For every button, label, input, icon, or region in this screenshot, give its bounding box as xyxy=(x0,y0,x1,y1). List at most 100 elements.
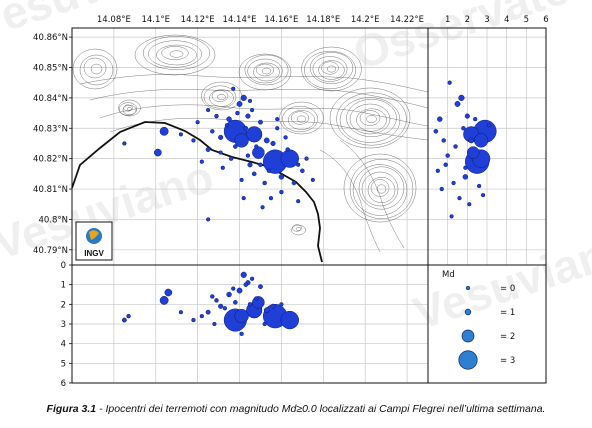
earthquake-event xyxy=(222,306,228,311)
earthquake-event xyxy=(249,107,255,113)
x-tick-label: 14.16°E xyxy=(264,15,298,25)
depth-tick-label: 6 xyxy=(61,379,66,389)
earthquake-event xyxy=(275,126,280,131)
earthquake-event xyxy=(468,137,475,144)
earthquake-event xyxy=(206,217,211,222)
contour-line xyxy=(89,89,429,109)
earthquake-event xyxy=(268,196,274,201)
earthquake-event xyxy=(210,294,215,299)
contour-line xyxy=(169,50,184,58)
latitude-depth-panel: 1 2 3 4 5 6 xyxy=(427,15,549,266)
earthquake-event xyxy=(205,309,211,315)
contour-line xyxy=(253,62,280,82)
depth-tick-label: 6 xyxy=(543,15,548,25)
earthquake-event xyxy=(262,321,267,327)
watermark-text: Vesuviano xyxy=(407,220,592,340)
depth-tick-label: 0 xyxy=(61,261,66,271)
contour-line xyxy=(118,102,138,116)
contour-line xyxy=(329,87,411,149)
contour-line xyxy=(99,104,429,127)
earthquake-event xyxy=(212,321,217,327)
earthquake-event xyxy=(246,126,263,143)
earthquake-event xyxy=(258,284,263,290)
contour-line xyxy=(109,117,429,141)
earthquake-event xyxy=(247,302,253,307)
earthquake-event xyxy=(270,140,276,147)
coastline xyxy=(71,121,323,263)
y-tick-label: 40.83°N xyxy=(33,124,68,134)
bottom-y-ticks: 0 1 2 3 4 5 6 xyxy=(61,261,72,389)
earthquake-event xyxy=(126,313,131,319)
y-tick-label: 40.84°N xyxy=(33,94,68,104)
contour-line xyxy=(376,184,387,194)
depth-tick-label: 3 xyxy=(61,320,66,330)
earthquake-event xyxy=(457,196,462,201)
legend-label: = 1 xyxy=(500,308,515,318)
earthquake-event xyxy=(466,146,480,159)
y-tick-label: 40.8°N xyxy=(38,215,68,225)
contour-line xyxy=(256,63,274,77)
earthquake-event xyxy=(258,119,263,125)
map-grid xyxy=(72,28,428,265)
contour-line xyxy=(339,97,401,143)
earthquake-event xyxy=(270,303,276,309)
y-tick-label: 40.82°N xyxy=(33,155,68,165)
contour-line xyxy=(366,115,377,123)
earthquake-event xyxy=(279,189,284,195)
contour-line xyxy=(352,164,408,216)
earthquake-event xyxy=(214,113,219,119)
earthquake-event xyxy=(206,107,211,113)
earthquake-event xyxy=(154,148,162,157)
contour-line xyxy=(118,99,141,117)
earthquake-event xyxy=(159,126,169,136)
caption-label: Figura 3.1 xyxy=(46,403,97,415)
y-tick-label: 40.81°N xyxy=(33,185,68,195)
depth-tick-label: 1 xyxy=(445,15,450,25)
earthquake-event xyxy=(254,296,259,301)
earthquake-event xyxy=(463,165,468,170)
map-x-ticks: 14.08°E 14.1°E 14.12°E 14.14°E 14.16°E 14.18°… xyxy=(97,15,424,25)
legend-frame xyxy=(427,264,547,384)
earthquake-event xyxy=(233,144,238,149)
depth-tick-label: 5 xyxy=(524,15,529,25)
earthquake-event xyxy=(226,291,232,298)
contour-line xyxy=(291,224,306,236)
contour-line xyxy=(312,56,348,82)
contour-line xyxy=(211,90,229,102)
caption-text: - Ipocentri dei terremoti con magnitudo … xyxy=(96,403,546,415)
earthquake-event xyxy=(235,110,240,116)
x-tick-label: 14.12°E xyxy=(181,15,215,25)
x-tick-label: 14.2°E xyxy=(351,15,380,25)
contour-line xyxy=(79,54,114,86)
contour-line xyxy=(367,177,396,203)
contour-line xyxy=(282,105,318,133)
earthquake-event xyxy=(263,307,270,314)
earthquake-event xyxy=(254,144,259,149)
legend-marker xyxy=(465,285,471,291)
contour-line xyxy=(343,153,417,223)
contour-line xyxy=(349,159,414,219)
contour-line xyxy=(238,53,292,91)
earthquake-event xyxy=(454,101,461,107)
depth-tick-label: 4 xyxy=(504,15,509,25)
earthquake-event xyxy=(247,98,253,104)
contour-line xyxy=(142,36,211,70)
earthquake-event xyxy=(296,199,301,204)
earthquake-event xyxy=(473,133,489,148)
earthquake-event xyxy=(205,147,211,152)
contour-line xyxy=(292,224,302,232)
contour-line xyxy=(301,46,362,92)
x-tick-label: 14.18°E xyxy=(306,15,340,25)
earthquake-event xyxy=(464,113,470,119)
earthquake-event xyxy=(191,317,196,323)
legend-label: = 0 xyxy=(500,284,515,294)
contour-line xyxy=(244,54,289,86)
contour-line xyxy=(90,63,103,75)
map-events xyxy=(122,86,315,222)
earthquake-event xyxy=(279,302,284,307)
earthquake-event xyxy=(240,94,247,101)
contour-line xyxy=(134,34,216,76)
y-tick-label: 40.79°N xyxy=(33,246,68,256)
contour-line xyxy=(339,139,405,249)
